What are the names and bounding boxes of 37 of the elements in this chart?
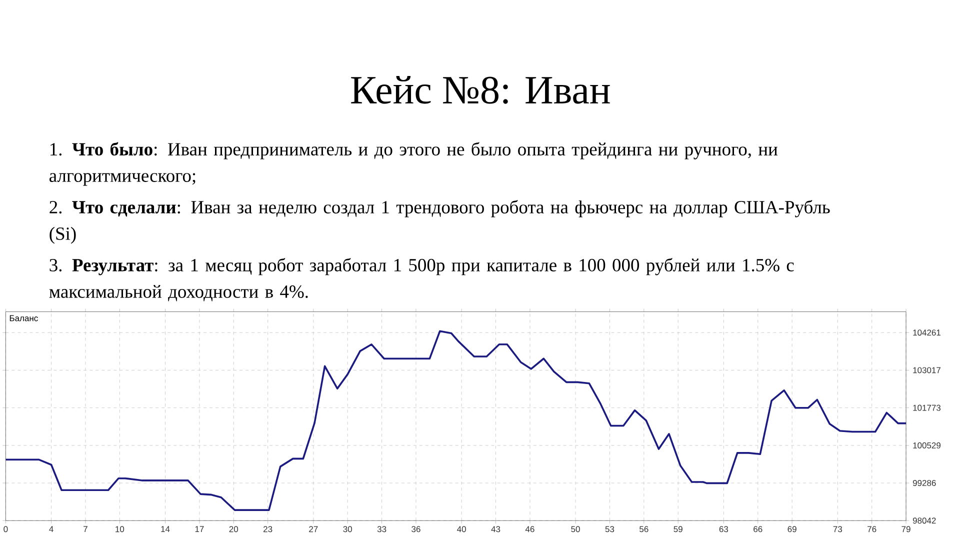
x-tick-label: 0 (4, 526, 8, 532)
y-tick-label: 101773 (913, 405, 941, 412)
x-tick-label: 69 (788, 526, 796, 532)
x-tick-label: 14 (161, 526, 170, 532)
x-tick-label: 59 (674, 526, 682, 532)
chart-title: Кейс №8: Иван (351, 76, 610, 104)
x-tick-label: 36 (412, 526, 420, 532)
x-tick-label: 23 (264, 526, 272, 532)
x-tick-label: 7 (84, 526, 88, 532)
x-tick-label: 66 (754, 526, 762, 532)
text: 1. Что было: Иван предприниматель и до этого не было опыта трейдинга ни ручного, ни алгоритмического; (50, 142, 778, 186)
text: 3. Результат: за 1 месяц робот заработал 1 500р при капитале в 100 000 рублей или 1.5% с максимальной доходности в 4%. (49, 258, 794, 302)
x-tick-label: 63 (719, 526, 728, 532)
x-tick-label: 79 (902, 526, 910, 532)
x-tick-label: 43 (491, 526, 500, 532)
y-tick-label: 103017 (913, 367, 940, 374)
x-tick-label: 20 (229, 526, 238, 532)
y-tick-label: 104261 (913, 330, 940, 336)
x-tick-label: 33 (377, 526, 386, 532)
y-tick-label: 98042 (912, 518, 936, 524)
x-tick-label: 30 (343, 526, 352, 532)
x-tick-label: 73 (833, 526, 842, 532)
y-tick-label: 100529 (913, 442, 941, 449)
x-tick-label: 17 (195, 526, 204, 532)
x-tick-label: 27 (309, 526, 318, 532)
line-series (6, 330, 906, 512)
x-tick-label: 50 (571, 526, 580, 532)
x-tick-label: 10 (116, 526, 124, 532)
annotation: Баланс (10, 315, 38, 322)
x-tick-label: 56 (640, 526, 648, 532)
x-tick-label: 76 (868, 526, 876, 532)
y-tick-label: 99286 (912, 480, 936, 486)
x-tick-label: 4 (49, 526, 54, 532)
text: 2. Что сделали: Иван за неделю создал 1 трендового робота на фьючерс на доллар США-Рубль (Si) (50, 200, 830, 244)
x-tick-label: 40 (457, 526, 466, 532)
x-tick-label: 46 (525, 526, 534, 532)
x-tick-label: 53 (605, 526, 614, 532)
